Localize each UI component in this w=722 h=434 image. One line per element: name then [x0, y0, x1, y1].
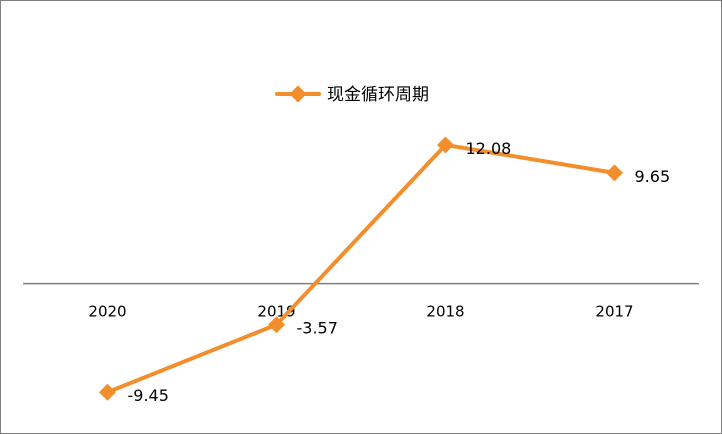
x-tick-label-2020: 2020 — [88, 303, 126, 321]
data-point-2019 — [268, 316, 285, 334]
x-tick-label-2017: 2017 — [595, 303, 633, 321]
series-line — [105, 142, 617, 395]
legend: 现金循环周期 — [275, 85, 429, 105]
x-tick-label-2018: 2018 — [426, 303, 464, 321]
legend-diamond-marker — [289, 85, 307, 103]
data-label-2018: 12.08 — [466, 139, 512, 158]
data-point-2020 — [99, 383, 116, 401]
data-label-2017: 9.65 — [635, 167, 671, 186]
data-label-2020: -9.45 — [128, 386, 169, 405]
x-tick-labels: 2020 2019 2018 2017 — [88, 303, 633, 321]
series-markers — [99, 136, 623, 401]
data-label-2019: -3.57 — [297, 319, 338, 338]
data-point-2017 — [606, 164, 623, 182]
legend-label: 现金循环周期 — [327, 85, 429, 105]
data-labels: -9.45 -3.57 12.08 9.65 — [128, 139, 671, 405]
data-point-2018 — [437, 136, 454, 154]
